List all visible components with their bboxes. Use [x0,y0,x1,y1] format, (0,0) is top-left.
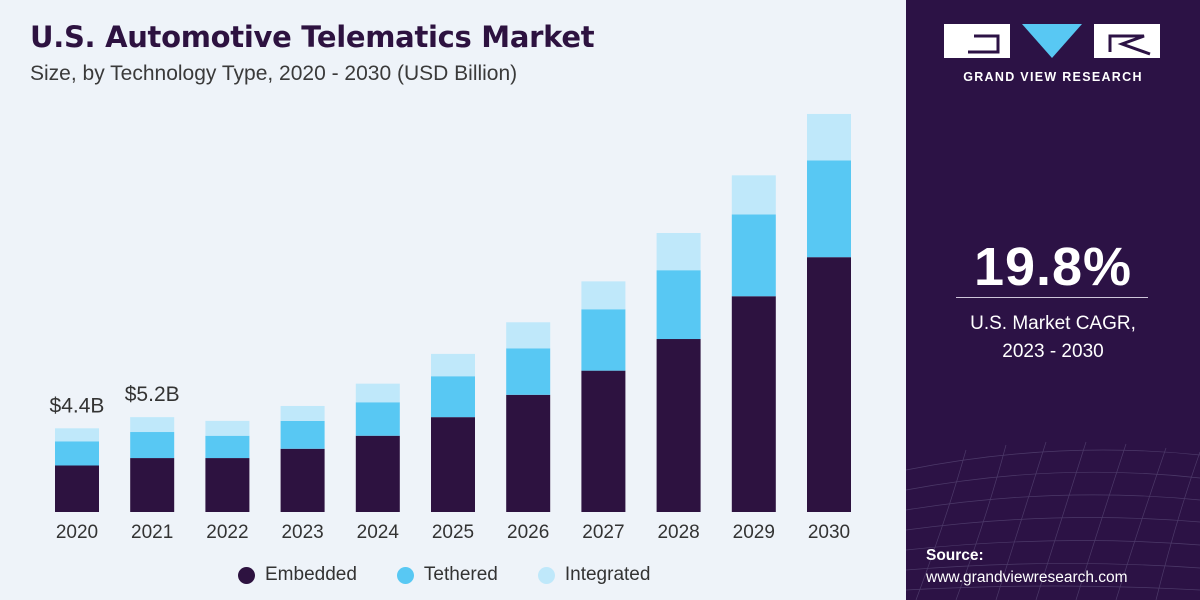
bar-embedded-2029 [731,296,776,512]
cagr-label: U.S. Market CAGR, 2023 - 2030 [906,310,1200,366]
bar-tethered-2022 [205,435,250,459]
sidebar-panel: GRAND VIEW RESEARCH 19.8% U.S. Market CA… [906,0,1200,600]
bar-tethered-2023 [280,420,325,449]
bar-tethered-2020 [55,441,99,466]
x-tick-label-2024: 2024 [357,522,400,543]
legend-item-integrated: Integrated [537,564,651,586]
bar-embedded-2022 [205,458,250,512]
bar-embedded-2021 [130,458,175,512]
grand-view-research-logo [944,24,1160,58]
bar-embedded-2020 [55,465,99,512]
bar-integrated-2027 [581,281,626,310]
bar-embedded-2023 [280,448,325,512]
source-url[interactable]: www.grandviewresearch.com [926,569,1128,586]
bar-tethered-2028 [656,270,701,340]
x-tick-label-2023: 2023 [281,522,323,543]
bar-integrated-2028 [656,233,701,271]
bar-embedded-2027 [581,370,626,512]
bar-tethered-2026 [506,348,551,395]
bar-embedded-2024 [355,435,400,512]
chart-title: U.S. Automotive Telematics Market [30,20,595,54]
legend-item-embedded: Embedded [238,564,357,586]
legend-label-embedded: Embedded [265,564,357,585]
x-tick-label-2027: 2027 [582,522,624,543]
bar-tethered-2027 [581,309,626,371]
bar-integrated-2024 [355,383,400,403]
bar-integrated-2022 [205,420,250,436]
bar-integrated-2020 [55,428,99,442]
bar-tethered-2029 [731,214,776,297]
legend-swatch-integrated [537,566,555,584]
brand-name: GRAND VIEW RESEARCH [963,70,1143,84]
bar-integrated-2021 [130,417,175,433]
x-tick-label-2021: 2021 [131,522,173,543]
x-tick-label-2030: 2030 [808,522,850,543]
source-label: Source: [926,547,984,564]
x-tick-label-2022: 2022 [206,522,248,543]
source-block: Source: www.grandviewresearch.com [926,545,1128,589]
bar-tethered-2021 [130,432,175,459]
legend-swatch-tethered [396,566,414,584]
wireframe-background [906,441,1200,600]
bar-integrated-2029 [731,175,776,215]
legend-label-integrated: Integrated [564,564,651,585]
stacked-bar-chart: 2020 $4.4B 2021 $5.2B 2022 2023 2024 2025 2026 20… [50,113,851,543]
legend-label-tethered: Tethered [423,564,498,585]
legend-item-tethered: Tethered [396,564,498,586]
x-tick-label-2025: 2025 [432,522,474,543]
bar-tethered-2024 [355,402,400,436]
x-tick-label-2026: 2026 [507,522,549,543]
chart-panel: U.S. Automotive Telematics Market Size, … [30,20,851,588]
data-label-2020: $4.4B [50,394,105,417]
legend-swatch-embedded [238,566,255,584]
cagr-divider [956,297,1148,298]
bar-integrated-2026 [506,322,551,349]
data-label-2021: $5.2B [125,383,180,406]
bar-embedded-2025 [431,417,475,512]
chart-subtitle: Size, by Technology Type, 2020 - 2030 (U… [30,62,518,85]
bar-integrated-2030 [807,113,851,161]
bar-integrated-2025 [431,353,475,377]
x-tick-label-2028: 2028 [657,522,699,543]
bar-embedded-2026 [506,394,551,512]
bar-embedded-2030 [807,257,851,512]
bar-embedded-2028 [656,339,701,512]
bar-tethered-2030 [807,160,851,258]
chart-legend: Embedded Tethered Integrated [238,562,690,588]
x-tick-label-2020: 2020 [56,522,98,543]
bar-integrated-2023 [280,405,325,421]
cagr-label-line1: U.S. Market CAGR, [970,313,1136,334]
cagr-label-line2: 2023 - 2030 [1002,341,1104,362]
cagr-value: 19.8% [973,237,1133,297]
bar-tethered-2025 [431,376,475,418]
x-tick-label-2029: 2029 [733,522,775,543]
